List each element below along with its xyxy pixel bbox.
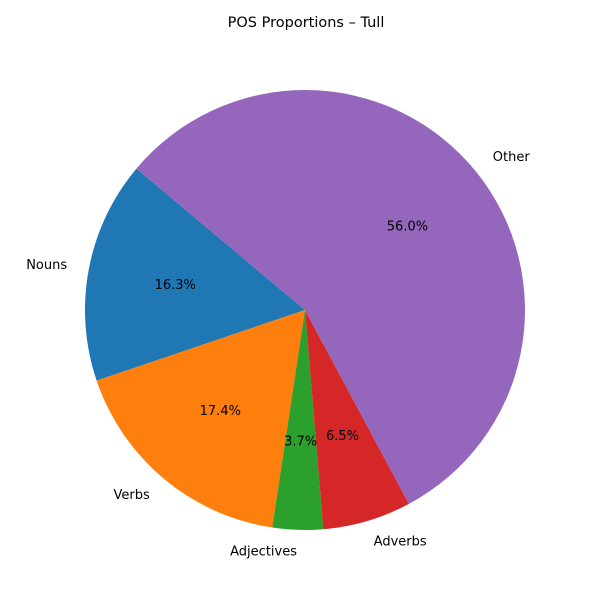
pie-slices — [84, 89, 526, 530]
pie-slice-adverbs — [305, 310, 409, 530]
chart-title: POS Proportions – Tull — [228, 15, 385, 31]
slice-label-other: Other — [493, 150, 531, 165]
slice-label-verbs: Verbs — [113, 488, 149, 503]
slice-pct-nouns: 16.3% — [155, 278, 196, 293]
slice-pct-verbs: 17.4% — [200, 404, 241, 419]
pie-slice-verbs — [96, 310, 306, 528]
slice-pct-other: 56.0% — [387, 219, 428, 234]
slice-label-adjectives: Adjectives — [230, 544, 297, 559]
pie-slice-adjectives — [272, 310, 324, 530]
pie-labels: Nouns 16.3% Verbs 17.4% Adjectives 3.7% Adverb… — [26, 150, 530, 559]
pie-slice-nouns — [84, 168, 306, 381]
pie-slice-other — [136, 89, 526, 504]
slice-label-nouns: Nouns — [26, 258, 67, 273]
slice-pct-adjectives: 3.7% — [284, 434, 317, 449]
slice-label-adverbs: Adverbs — [374, 535, 427, 550]
slice-pct-adverbs: 6.5% — [326, 429, 359, 444]
